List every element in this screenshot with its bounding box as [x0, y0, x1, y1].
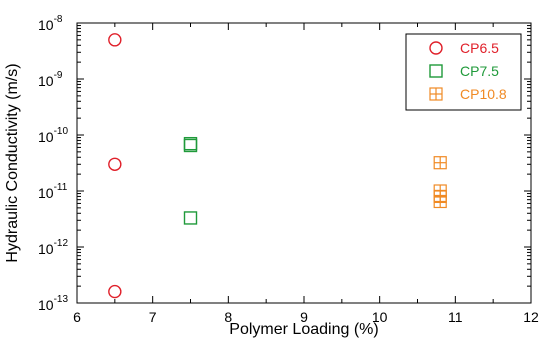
series-cp7-5 [183, 136, 198, 225]
legend-marker [429, 87, 443, 101]
data-point [108, 33, 122, 47]
y-tick-base: 10 [38, 185, 54, 201]
y-tick-base: 10 [38, 73, 54, 89]
y-tick-exponent: -10 [54, 126, 69, 137]
data-point [183, 211, 198, 225]
legend-marker [429, 64, 443, 78]
x-tick-label: 11 [448, 309, 463, 325]
x-tick-label: 12 [523, 309, 539, 325]
y-tick-label: 10-13 [38, 294, 68, 313]
series-cp6-5 [108, 33, 122, 299]
x-tick-label: 9 [300, 309, 308, 325]
series-cp10-8 [433, 156, 447, 209]
y-tick-exponent: -12 [54, 238, 69, 249]
legend-label: CP6.5 [460, 40, 499, 56]
data-point [108, 157, 122, 171]
y-tick-label: 10-9 [38, 70, 63, 89]
legend-entry: CP7.5 [429, 63, 499, 79]
y-tick-exponent: -13 [54, 294, 69, 305]
data-point [433, 194, 447, 209]
legend-entry: CP10.8 [429, 86, 507, 102]
x-tick-label: 6 [73, 309, 81, 325]
y-tick-base: 10 [38, 17, 54, 33]
legend-marker [429, 41, 443, 55]
data-point [108, 284, 122, 299]
legend-label: CP7.5 [460, 63, 499, 79]
y-tick-label: 10-8 [38, 14, 63, 33]
legend: CP6.5 CP7.5 CP10.8 [405, 33, 522, 111]
legend-label: CP10.8 [460, 86, 507, 102]
data-point [433, 156, 447, 170]
x-tick-label: 8 [224, 309, 232, 325]
y-tick-exponent: -11 [54, 182, 68, 193]
y-tick-label: 10-10 [38, 126, 68, 145]
x-tick-label: 10 [372, 309, 388, 325]
plot-area-frame [76, 22, 532, 304]
y-axis-label: Hydraulic Conductivity (m/s) [4, 63, 21, 262]
y-tick-exponent: -9 [54, 70, 63, 81]
y-tick-base: 10 [38, 241, 54, 257]
legend-entry: CP6.5 [429, 40, 499, 56]
data-points [108, 33, 447, 299]
y-tick-label: 10-12 [38, 238, 68, 257]
y-tick-label: 10-11 [38, 182, 68, 201]
legend-box [405, 33, 522, 111]
y-tick-exponent: -8 [54, 14, 63, 25]
data-point [183, 138, 198, 153]
x-tick-label: 7 [149, 309, 157, 325]
y-tick-base: 10 [38, 129, 54, 145]
y-tick-base: 10 [38, 297, 54, 313]
x-axis-label: Polymer Loading (%) [229, 321, 378, 338]
